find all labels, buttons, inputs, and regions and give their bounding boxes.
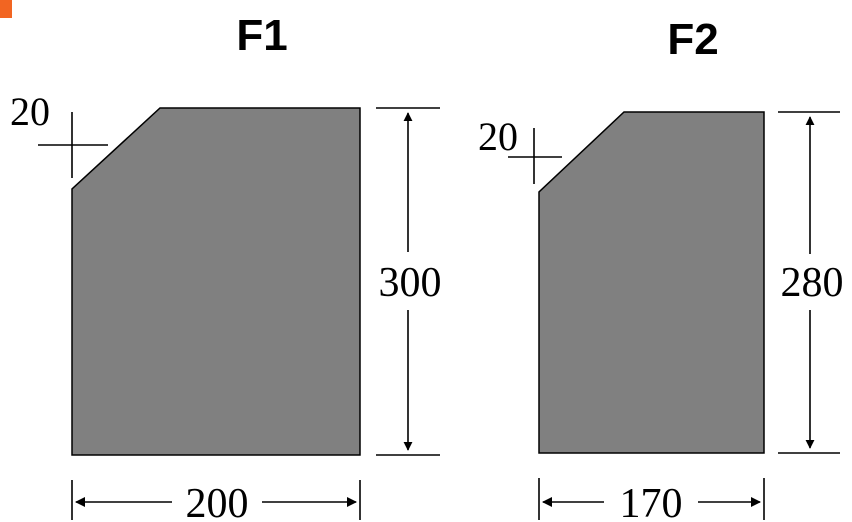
section-f2: F2 20 280 170 <box>478 15 844 522</box>
height-label: 280 <box>781 260 844 306</box>
chamfer-marker: 20 <box>10 89 108 178</box>
cross-section-shape <box>538 111 765 454</box>
width-label: 200 <box>186 481 249 522</box>
height-dimension: 300 <box>376 107 442 456</box>
corner-accent <box>0 0 12 18</box>
width-dimension: 170 <box>538 478 765 522</box>
section-title: F2 <box>667 15 718 64</box>
section-f1: F1 20 300 200 <box>10 11 442 522</box>
cross-section-shape <box>71 107 361 456</box>
height-label: 300 <box>379 260 442 306</box>
height-dimension: 280 <box>778 111 844 454</box>
width-label: 170 <box>620 481 683 522</box>
chamfer-label: 20 <box>478 114 518 159</box>
section-title: F1 <box>236 11 287 60</box>
chamfer-label: 20 <box>10 89 50 134</box>
width-dimension: 200 <box>71 480 361 522</box>
chamfer-marker: 20 <box>478 114 562 184</box>
